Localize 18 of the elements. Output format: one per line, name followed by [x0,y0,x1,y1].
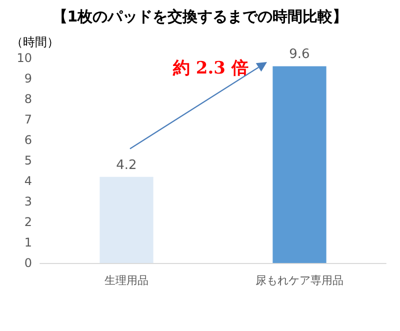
y-tick-label: 8 [24,92,32,106]
y-tick-label: 3 [24,194,32,208]
y-tick-label: 1 [24,236,32,250]
y-tick-label: 9 [24,72,32,86]
y-tick-label: 6 [24,133,32,147]
chart-title: 【1枚のパッドを交換するまでの時間比較】 [52,8,348,26]
x-tick-label: 尿もれケア専用品 [256,274,344,287]
y-tick-label: 7 [24,112,32,126]
y-tick-label: 4 [24,174,32,188]
data-label: 9.6 [289,47,310,62]
y-axis-title: （時間） [11,35,59,49]
annotation: 約 2.3 倍 [172,58,248,78]
y-tick-label: 2 [24,215,32,229]
x-tick-label: 生理用品 [104,274,148,287]
data-label: 4.2 [116,158,137,173]
y-tick-label: 0 [24,256,32,270]
y-tick-label: 10 [16,51,32,65]
y-tick-label: 5 [24,154,32,168]
